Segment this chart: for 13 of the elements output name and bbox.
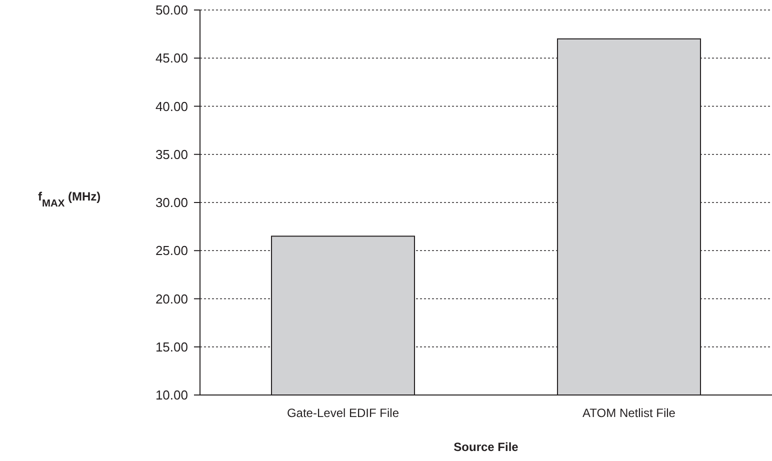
y-tick-label: 15.00: [155, 339, 188, 354]
x-tick-label: ATOM Netlist File: [582, 406, 676, 420]
y-tick-label: 50.00: [155, 2, 188, 18]
x-axis-title: Source File: [454, 440, 519, 454]
y-tick-label: 20.00: [155, 291, 188, 306]
x-tick-label: Gate-Level EDIF File: [286, 406, 400, 420]
y-tick-label: 40.00: [155, 98, 188, 114]
y-tick-label: 35.00: [155, 146, 188, 162]
y-tick-label: 25.00: [155, 243, 188, 258]
y-tick-label: 45.00: [155, 50, 188, 66]
y-tick-label: 30.00: [155, 195, 188, 210]
y-tick-label: 10.00: [155, 388, 188, 403]
y-axis-title: f$_{MAX}$ (MHz): [38, 190, 101, 209]
